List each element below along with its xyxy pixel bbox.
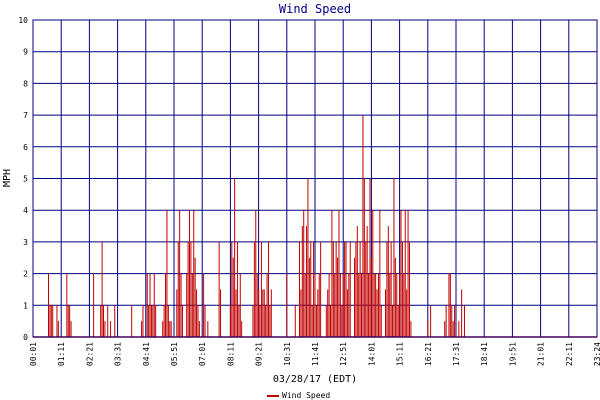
y-tick-label: 0 [23,333,28,342]
x-tick-label: 02:21 [85,342,94,366]
y-tick-label: 1 [23,301,28,310]
x-tick-label: 23:24 [593,342,600,366]
y-tick-label: 6 [23,143,28,152]
x-tick-label: 12:51 [339,342,348,366]
x-tick-label: 10:31 [283,342,292,366]
x-tick-label: 04:41 [142,342,151,366]
y-tick-label: 9 [23,48,28,57]
x-tick-label: 01:11 [57,342,66,366]
x-tick-label: 14:01 [367,342,376,366]
y-tick-labels: 0 1 2 3 4 5 6 7 8 9 10 [18,16,28,342]
legend: Wind Speed [267,391,330,400]
y-axis-label: MPH [2,169,13,187]
x-tick-label: 21:01 [537,342,546,366]
x-tick-label: 08:11 [226,342,235,366]
x-tick-label: 18:41 [480,342,489,366]
x-tick-label: 22:11 [565,342,574,366]
x-tick-label: 03:31 [114,342,123,366]
x-tick-label: 19:51 [508,342,517,366]
x-tick-label: 16:21 [424,342,433,366]
y-tick-label: 3 [23,238,28,247]
x-tick-label: 07:01 [198,342,207,366]
x-tick-labels: 00:01 01:11 02:21 03:31 04:41 05:51 07:01 08:11… [29,342,600,366]
y-tick-label: 10 [18,16,28,25]
legend-label: Wind Speed [282,391,330,400]
y-tick-label: 2 [23,270,28,279]
plot-frame [32,19,598,338]
x-axis-label: 03/28/17 (EDT) [273,374,357,385]
y-tick-label: 7 [23,111,28,120]
x-tick-label: 17:31 [452,342,461,366]
x-tick-label: 00:01 [29,342,38,366]
y-tick-label: 8 [23,79,28,88]
x-tick-label: 11:41 [311,342,320,366]
y-tick-label: 4 [23,206,28,215]
x-tick-label: 09:21 [255,342,264,366]
y-tick-label: 5 [23,175,28,184]
x-tick-label: 15:11 [396,342,405,366]
chart-title: Wind Speed [279,2,351,16]
x-tick-label: 05:51 [170,342,179,366]
